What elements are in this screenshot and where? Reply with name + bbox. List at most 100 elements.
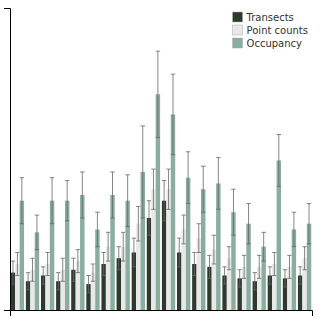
chart-container: TransectsPoint countsOccupancy <box>0 0 320 320</box>
error-line <box>309 204 310 244</box>
error-bar <box>231 189 235 235</box>
error-cap <box>212 263 216 264</box>
error-bar <box>106 232 110 261</box>
error-bar <box>272 252 276 275</box>
error-line <box>58 273 59 290</box>
error-cap <box>95 246 99 247</box>
error-line <box>304 247 305 270</box>
error-cap <box>151 169 155 170</box>
error-cap <box>45 252 49 253</box>
error-line <box>12 261 13 284</box>
error-cap <box>302 269 306 270</box>
error-bar <box>136 206 140 241</box>
error-cap <box>65 180 69 181</box>
error-cap <box>65 220 69 221</box>
error-cap <box>287 255 291 256</box>
error-cap <box>121 261 125 262</box>
error-bar <box>246 204 250 244</box>
legend-item: Transects <box>233 12 294 23</box>
error-cap <box>71 281 75 282</box>
error-bar <box>207 255 211 278</box>
error-line <box>269 267 270 284</box>
error-cap <box>171 74 175 75</box>
error-line <box>133 238 134 267</box>
error-line <box>138 206 139 241</box>
error-bar <box>30 258 34 281</box>
error-line <box>52 178 53 224</box>
error-cap <box>177 266 181 267</box>
legend-label: Point counts <box>247 25 308 36</box>
error-cap <box>186 203 190 204</box>
error-bar <box>50 178 54 224</box>
error-cap <box>201 166 205 167</box>
error-bar <box>222 267 226 284</box>
error-bar <box>71 258 75 281</box>
error-line <box>142 126 143 218</box>
error-line <box>293 212 294 247</box>
error-cap <box>110 217 114 218</box>
error-cap <box>257 278 261 279</box>
error-cap <box>272 275 276 276</box>
error-bar <box>45 252 49 275</box>
error-cap <box>197 252 201 253</box>
error-cap <box>106 261 110 262</box>
legend: TransectsPoint countsOccupancy <box>233 12 308 49</box>
error-bar <box>227 247 231 270</box>
error-cap <box>162 180 166 181</box>
series <box>20 51 312 310</box>
error-bar <box>253 273 257 290</box>
error-line <box>108 232 109 261</box>
error-cap <box>141 125 145 126</box>
error-cap <box>166 209 170 210</box>
error-cap <box>15 252 19 253</box>
error-line <box>149 201 150 236</box>
error-cap <box>171 154 175 155</box>
error-cap <box>246 243 250 244</box>
error-cap <box>246 203 250 204</box>
error-bar <box>283 270 287 287</box>
error-bar <box>216 158 220 210</box>
error-cap <box>162 220 166 221</box>
error-bar <box>307 204 311 244</box>
error-line <box>127 175 128 227</box>
error-line <box>183 215 184 244</box>
error-cap <box>86 275 90 276</box>
error-cap <box>95 212 99 213</box>
error-cap <box>76 272 80 273</box>
error-cap <box>11 284 15 285</box>
error-cap <box>61 281 65 282</box>
error-bar <box>86 275 90 292</box>
error-cap <box>231 189 235 190</box>
y-axis-line <box>4 9 11 311</box>
error-bar <box>257 255 261 278</box>
error-line <box>123 232 124 261</box>
chart-svg: TransectsPoint countsOccupancy <box>0 0 320 320</box>
error-cap <box>80 171 84 172</box>
error-line <box>224 267 225 284</box>
error-cap <box>307 243 311 244</box>
error-line <box>168 169 169 209</box>
series <box>15 169 307 310</box>
error-line <box>157 51 158 137</box>
error-cap <box>242 255 246 256</box>
error-bar <box>201 166 205 212</box>
plot: TransectsPoint countsOccupancy <box>4 9 313 317</box>
error-bar <box>151 169 155 209</box>
error-bar <box>65 181 69 221</box>
error-cap <box>268 284 272 285</box>
error-cap <box>287 278 291 279</box>
error-cap <box>207 278 211 279</box>
error-cap <box>197 223 201 224</box>
error-line <box>259 255 260 278</box>
error-cap <box>147 200 151 201</box>
error-cap <box>71 258 75 259</box>
error-bar <box>56 273 60 290</box>
error-bar <box>15 252 19 275</box>
error-line <box>203 166 204 212</box>
marks <box>11 51 311 310</box>
error-cap <box>181 243 185 244</box>
error-cap <box>237 269 241 270</box>
error-cap <box>147 235 151 236</box>
error-line <box>179 238 180 267</box>
error-bar <box>192 252 196 275</box>
